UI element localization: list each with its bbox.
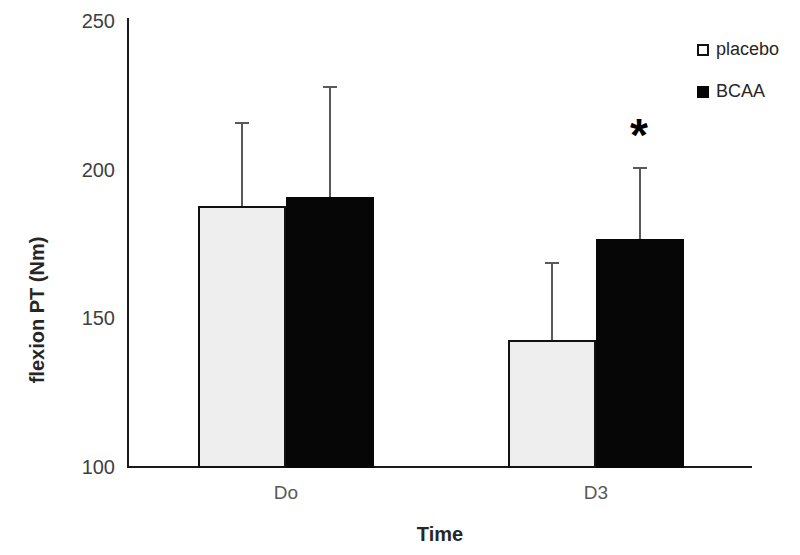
error-bar [329,87,331,197]
bar-BCAA-D3 [596,239,684,468]
y-axis-line [127,18,129,468]
error-bar [551,263,553,340]
bcaa-swatch-icon [697,86,709,98]
legend-label-bcaa: BCAA [716,81,765,102]
legend-item-placebo: placebo [697,39,779,60]
error-bar-cap [323,86,337,88]
legend-label-placebo: placebo [716,39,779,60]
x-tick-label-d3: D3 [584,482,608,504]
bar-placebo-D3 [508,340,596,468]
bar-placebo-Do [198,206,286,468]
bar-BCAA-Do [286,197,374,468]
x-tick-label-do: Do [274,482,298,504]
error-bar-cap [545,262,559,264]
error-bar [241,123,243,206]
error-bar-cap [633,167,647,169]
placebo-swatch-icon [697,44,709,56]
y-tick-label: 100 [30,456,115,479]
y-tick-label: 200 [30,159,115,182]
x-axis-title: Time [417,523,463,546]
y-tick-label: 250 [30,10,115,33]
error-bar [639,168,641,239]
significance-asterisk: * [619,112,659,158]
y-tick-label: 150 [30,307,115,330]
bar-chart-figure: flexion PT (Nm) 100150200250 Do D3 Time … [0,0,800,555]
legend-item-bcaa: BCAA [697,81,765,102]
error-bar-cap [235,122,249,124]
